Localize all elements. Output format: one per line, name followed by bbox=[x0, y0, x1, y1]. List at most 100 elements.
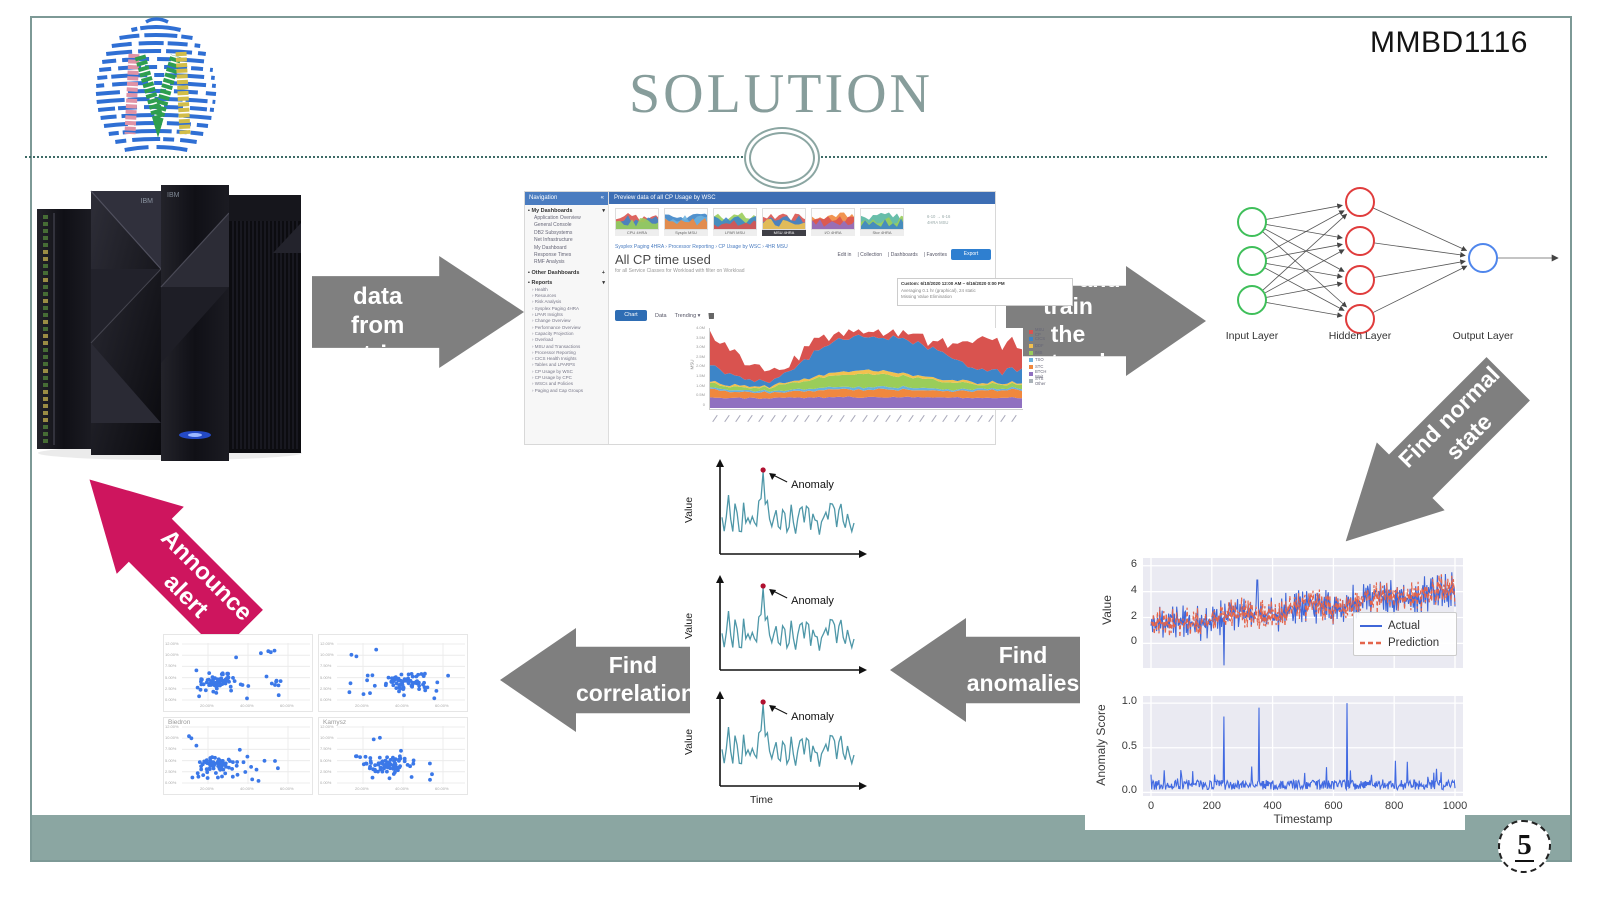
sidebar-report-item[interactable]: › Risk Analysis bbox=[532, 299, 562, 305]
sidebar-report-item[interactable]: › Change Overview bbox=[532, 318, 571, 324]
plus-icon: + bbox=[601, 269, 605, 276]
chevron-down-icon: ▾ bbox=[602, 208, 605, 214]
thumbnail[interactable]: Stor 4HRA bbox=[860, 208, 904, 236]
sidebar-item[interactable]: Application Overview bbox=[534, 215, 581, 221]
sidebar-report-item[interactable]: › WSCs and Policies bbox=[532, 381, 574, 387]
divider-ornament bbox=[744, 127, 820, 189]
sidebar-report-item[interactable]: › LPAR Insights bbox=[532, 312, 563, 318]
sidebar-report-item[interactable]: › Resources bbox=[532, 293, 557, 299]
arrow-label: correlations bbox=[576, 680, 708, 706]
dashboard-control[interactable]: Edit in bbox=[837, 252, 852, 258]
sidebar-report-item[interactable]: › Paging and Cap Groups bbox=[532, 387, 584, 393]
sidebar-report-item[interactable]: › Processor Reporting bbox=[532, 349, 576, 355]
legend-item: TSO bbox=[1029, 356, 1046, 363]
svg-text:Anomaly: Anomaly bbox=[791, 595, 834, 607]
sidebar-report-item[interactable]: › MSU and Transactions bbox=[532, 343, 581, 349]
scatter-panel: Biedron 12.00% 10.00% 7.50% 5.00% 2.50% 0.00% 2… bbox=[163, 717, 313, 795]
chevron-down-icon: ▾ bbox=[602, 279, 605, 286]
sidebar-report-item[interactable]: › Overload bbox=[532, 337, 554, 343]
correlation-scatter-grid: 12.00% 10.00% 7.50% 5.00% 2.50% 0.00% 20.00% 40… bbox=[163, 634, 471, 796]
anomaly-example-chart: Anomaly Value bbox=[683, 458, 872, 570]
svg-text:Anomaly: Anomaly bbox=[791, 479, 834, 491]
legend-item: DDF bbox=[1029, 342, 1046, 349]
page-number-badge: 5 bbox=[1498, 820, 1551, 873]
svg-text:IBM: IBM bbox=[141, 198, 154, 205]
svg-text:IBM: IBM bbox=[167, 192, 180, 199]
anomaly-example-charts: Anomaly Value Anomaly Value Anomaly Value Time bbox=[683, 458, 872, 818]
legend-item: BTCH Wait bbox=[1029, 369, 1046, 379]
thumbnail[interactable]: Sysplx MSU bbox=[664, 208, 708, 236]
dashboard-titlebar: Preview data of all CP Usage by WSC bbox=[609, 192, 995, 204]
trending-dropdown[interactable]: Trending ▾ bbox=[674, 312, 701, 319]
sidebar-report-item[interactable]: › Sysplex Paging 4HRA bbox=[532, 305, 580, 311]
legend-item: MSU CP bbox=[1029, 327, 1046, 337]
arrow-label: anomalies bbox=[966, 670, 1080, 696]
anomaly-example-chart: Anomaly Value Time bbox=[683, 690, 872, 806]
university-logo bbox=[84, 14, 232, 164]
chart-legend: MSU CP CICS DDF IMS TSO STC BTCH Wait SYS Other bbox=[1029, 327, 1046, 386]
legend-prediction: Prediction bbox=[1388, 636, 1440, 649]
scatter-title: Biedron bbox=[168, 719, 191, 726]
sidebar-item[interactable]: General Console bbox=[534, 222, 572, 229]
slide-border bbox=[30, 16, 1572, 862]
nav-title: Navigation bbox=[529, 195, 558, 201]
stacked-area-chart bbox=[709, 328, 1023, 410]
legend-item: STC bbox=[1029, 363, 1046, 370]
section-reports[interactable]: ▪ Reports ▾ bbox=[528, 279, 605, 286]
course-code: MMBD1116 bbox=[1370, 26, 1528, 59]
sidebar-item[interactable]: My Dashboard bbox=[534, 244, 567, 251]
timestamp-axis-label: Timestamp bbox=[1273, 812, 1333, 826]
sidebar-item[interactable]: RMF Analysis bbox=[534, 259, 565, 266]
arrow-label: Find bbox=[998, 642, 1048, 669]
data-tab-button[interactable]: Data bbox=[655, 312, 667, 319]
sidebar-report-item[interactable]: › Health bbox=[532, 286, 548, 292]
sidebar-header: Navigation « bbox=[525, 192, 608, 205]
date-range-tooltip: Custom: 6/10/2020 12:00 AM – 6/16/2020 0… bbox=[897, 278, 1073, 306]
monitoring-dashboard-screenshot: Navigation « ▪ My Dashboards ▾ Applicati… bbox=[525, 192, 1073, 444]
anomaly-score-axis-label: Anomaly Score bbox=[1094, 704, 1108, 786]
slide-title: SOLUTION bbox=[629, 63, 933, 125]
dashboard-controls: Edit in | Collection | Dashboards | Favorit… bbox=[838, 252, 947, 258]
scatter-panel: 12.00% 10.00% 7.50% 5.00% 2.50% 0.00% 20.00% 40… bbox=[318, 634, 468, 712]
scatter-panel: Kamysz 12.00% 10.00% 7.50% 5.00% 2.50% 0.00% 20… bbox=[318, 717, 468, 795]
legend-item: CICS bbox=[1029, 335, 1046, 342]
trash-icon[interactable] bbox=[708, 313, 715, 319]
chart-thumbnails: CPU 4HRA Sysplx MSU LPAR MSU MSU 4HRA I/O 4H… bbox=[615, 208, 904, 236]
sidebar-report-item[interactable]: › CICS Health Insights bbox=[532, 356, 577, 362]
dashboard-control[interactable]: | Favorites bbox=[923, 252, 947, 258]
sidebar-report-item[interactable]: › CP Usage by WSC bbox=[532, 368, 573, 374]
sidebar-item[interactable]: Response Times bbox=[534, 252, 572, 259]
breadcrumb: Sysplex Paging 4HRA › Processor Reportin… bbox=[615, 244, 788, 250]
dashboard-heading: All CP time used bbox=[615, 252, 711, 267]
nn-input-label: Input Layer bbox=[1225, 330, 1279, 342]
page-number: 5 bbox=[1515, 829, 1534, 862]
thumbnail[interactable]: CPU 4HRA bbox=[615, 208, 659, 236]
dashboard-control[interactable]: | Collection bbox=[857, 252, 883, 258]
sidebar-report-item[interactable]: › Tables and LPARPS bbox=[532, 362, 576, 368]
arrow-label: Find bbox=[608, 652, 658, 679]
prediction-anomaly-figure: Value Anomaly Score 0 2 4 6 0.0 0.5 1.0 0 200 400… bbox=[1085, 548, 1467, 830]
sidebar-report-item[interactable]: › Capacity Projection bbox=[532, 330, 574, 336]
dashboard-control[interactable]: | Dashboards bbox=[888, 252, 918, 258]
legend-item: SYS Other bbox=[1029, 376, 1046, 386]
section-my-dashboards[interactable]: ▪ My Dashboards ▾ bbox=[528, 208, 605, 214]
collapse-icon[interactable]: « bbox=[600, 195, 604, 201]
legend-item: IMS bbox=[1029, 349, 1046, 356]
thumbnail[interactable]: I/O 4HRA bbox=[811, 208, 855, 236]
sidebar-item[interactable]: DB2 Subsystems bbox=[534, 229, 573, 236]
sidebar-report-item[interactable]: › CP Usage by CPC bbox=[532, 375, 572, 380]
sidebar-item[interactable]: Net Infrastructure bbox=[534, 237, 573, 244]
thumbnail[interactable]: LPAR MSU bbox=[713, 208, 757, 236]
thumbnail[interactable]: MSU 4HRA bbox=[762, 208, 806, 236]
reports-icon: ▪ bbox=[528, 279, 532, 286]
section-other-dashboards[interactable]: ▪ Other Dashboards + bbox=[528, 269, 605, 276]
export-button[interactable]: Export bbox=[951, 249, 991, 260]
chart-tab-button[interactable]: Chart bbox=[615, 310, 647, 321]
legend-actual: Actual bbox=[1388, 619, 1420, 632]
scatter-panel: 12.00% 10.00% 7.50% 5.00% 2.50% 0.00% 20.00% 40… bbox=[163, 634, 313, 712]
dashboard-subheading: for all Service Classes for Workload wit… bbox=[615, 268, 745, 274]
dashboards-icon: ▪ bbox=[528, 269, 532, 276]
sidebar-report-item[interactable]: › Performance Overview bbox=[532, 324, 581, 330]
dashboards-icon: ▪ bbox=[528, 208, 532, 214]
